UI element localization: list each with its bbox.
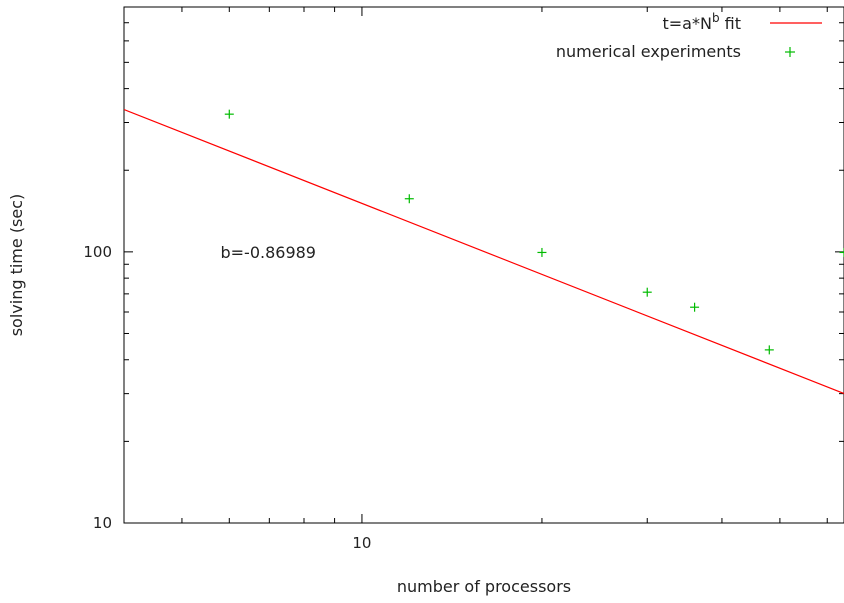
fit-exponent-annotation: b=-0.86989 bbox=[220, 243, 315, 262]
data-point bbox=[764, 345, 774, 355]
legend-fit-main: t=a*N bbox=[662, 14, 711, 33]
legend-swatch-points bbox=[785, 47, 795, 57]
data-points-layer bbox=[224, 109, 844, 355]
legend-label-fit: t=a*Nb fit bbox=[662, 11, 741, 33]
fit-line bbox=[124, 108, 844, 395]
labels-layer: number of processors solving time (sec) … bbox=[7, 194, 571, 596]
legend-label-points: numerical experiments bbox=[556, 42, 741, 61]
axes: 10 10 100 bbox=[83, 6, 844, 552]
y-tick-label: 10 bbox=[93, 514, 112, 532]
legend-item-fit: t=a*Nb fit bbox=[662, 11, 822, 33]
x-tick-label: 10 bbox=[352, 534, 371, 552]
data-point bbox=[224, 109, 234, 119]
data-point bbox=[642, 287, 652, 297]
y-axis-label: solving time (sec) bbox=[7, 194, 26, 337]
legend-fit-exponent: b bbox=[712, 11, 720, 25]
legend: t=a*Nb fit numerical experiments bbox=[556, 11, 822, 61]
y-tick-label: 100 bbox=[83, 243, 112, 261]
legend-item-points: numerical experiments bbox=[556, 42, 795, 61]
data-point bbox=[537, 247, 547, 257]
data-point bbox=[690, 302, 700, 312]
data-point bbox=[404, 194, 414, 204]
fit-line-layer bbox=[124, 108, 844, 395]
x-axis-label: number of processors bbox=[397, 577, 571, 596]
legend-fit-tail: fit bbox=[720, 14, 741, 33]
data-point bbox=[839, 247, 844, 257]
plot-frame bbox=[123, 6, 844, 524]
